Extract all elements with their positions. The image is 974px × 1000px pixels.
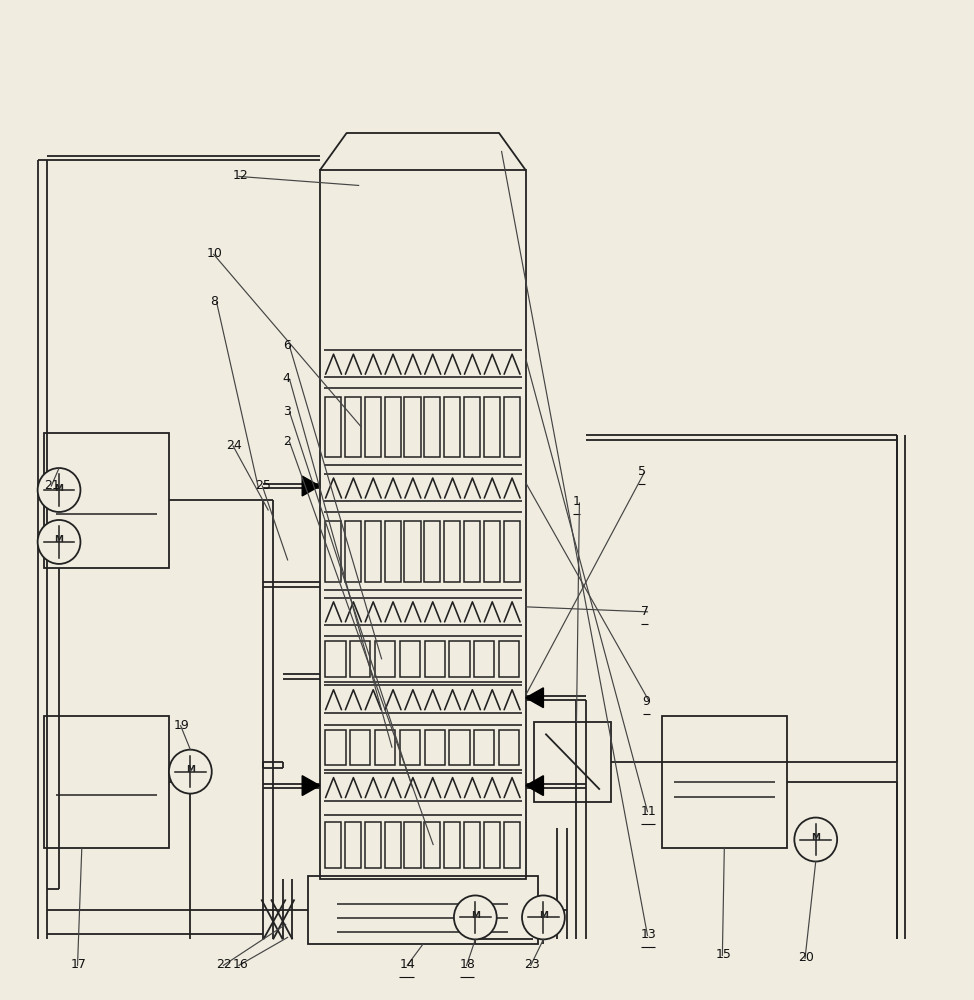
Text: 20: 20 bbox=[799, 951, 814, 964]
Bar bbox=[325, 730, 346, 765]
Circle shape bbox=[522, 895, 565, 939]
Text: 12: 12 bbox=[232, 169, 248, 182]
Bar bbox=[375, 641, 395, 677]
Bar bbox=[364, 397, 381, 457]
Bar bbox=[399, 730, 420, 765]
Text: 5: 5 bbox=[638, 465, 646, 478]
Bar bbox=[404, 397, 421, 457]
Text: 7: 7 bbox=[641, 605, 649, 618]
Bar bbox=[425, 397, 440, 457]
Bar bbox=[474, 641, 495, 677]
Bar bbox=[449, 730, 469, 765]
Bar bbox=[425, 822, 440, 868]
Bar bbox=[444, 521, 461, 582]
Text: 25: 25 bbox=[255, 479, 272, 492]
Text: M: M bbox=[55, 484, 63, 493]
Circle shape bbox=[795, 818, 837, 861]
Bar bbox=[464, 521, 480, 582]
Polygon shape bbox=[302, 476, 319, 496]
Circle shape bbox=[169, 750, 211, 794]
Bar bbox=[45, 433, 169, 568]
Bar bbox=[444, 397, 461, 457]
Bar bbox=[425, 730, 445, 765]
Polygon shape bbox=[526, 688, 543, 708]
Bar bbox=[399, 641, 420, 677]
Bar bbox=[385, 397, 400, 457]
Text: 22: 22 bbox=[216, 958, 233, 971]
Bar bbox=[474, 730, 495, 765]
Bar bbox=[385, 521, 400, 582]
Bar bbox=[484, 521, 500, 582]
Text: M: M bbox=[186, 765, 195, 774]
Bar bbox=[464, 822, 480, 868]
Text: 1: 1 bbox=[573, 495, 581, 508]
Bar bbox=[534, 722, 612, 802]
Bar bbox=[319, 170, 526, 879]
Text: 24: 24 bbox=[226, 439, 243, 452]
Text: M: M bbox=[470, 911, 480, 920]
Bar bbox=[404, 521, 421, 582]
Bar bbox=[385, 822, 400, 868]
Text: 9: 9 bbox=[643, 695, 651, 708]
Bar bbox=[308, 876, 538, 944]
Bar bbox=[504, 521, 520, 582]
Bar bbox=[364, 822, 381, 868]
Text: 18: 18 bbox=[460, 958, 475, 971]
Text: M: M bbox=[539, 911, 548, 920]
Bar bbox=[499, 730, 519, 765]
Bar bbox=[449, 641, 469, 677]
Bar bbox=[345, 397, 361, 457]
Text: 19: 19 bbox=[173, 719, 190, 732]
Bar bbox=[325, 822, 341, 868]
Circle shape bbox=[38, 468, 81, 512]
Bar bbox=[484, 822, 500, 868]
Bar bbox=[484, 397, 500, 457]
Text: 10: 10 bbox=[206, 247, 223, 260]
Text: 6: 6 bbox=[282, 339, 290, 352]
Bar bbox=[45, 716, 169, 848]
Text: 14: 14 bbox=[399, 958, 415, 971]
Text: 8: 8 bbox=[209, 295, 218, 308]
Text: M: M bbox=[811, 833, 820, 842]
Text: 2: 2 bbox=[282, 435, 290, 448]
Text: 3: 3 bbox=[282, 405, 290, 418]
Circle shape bbox=[38, 520, 81, 564]
Bar bbox=[504, 397, 520, 457]
Bar bbox=[375, 730, 395, 765]
Bar bbox=[350, 730, 370, 765]
Text: 21: 21 bbox=[45, 479, 60, 492]
Text: 13: 13 bbox=[641, 928, 656, 941]
Bar bbox=[504, 822, 520, 868]
Text: M: M bbox=[55, 535, 63, 544]
Polygon shape bbox=[526, 776, 543, 795]
Text: 4: 4 bbox=[282, 372, 290, 385]
Text: 17: 17 bbox=[71, 958, 87, 971]
Bar bbox=[325, 397, 341, 457]
Bar bbox=[662, 716, 787, 848]
Bar bbox=[404, 822, 421, 868]
Polygon shape bbox=[302, 776, 319, 795]
Bar bbox=[499, 641, 519, 677]
Text: 11: 11 bbox=[641, 805, 656, 818]
Bar bbox=[464, 397, 480, 457]
Bar bbox=[425, 521, 440, 582]
Bar bbox=[325, 641, 346, 677]
Bar bbox=[425, 641, 445, 677]
Text: 15: 15 bbox=[716, 948, 731, 961]
Bar bbox=[345, 822, 361, 868]
Text: 23: 23 bbox=[524, 958, 540, 971]
Bar bbox=[444, 822, 461, 868]
Bar bbox=[364, 521, 381, 582]
Text: 16: 16 bbox=[232, 958, 248, 971]
Bar bbox=[350, 641, 370, 677]
Bar bbox=[345, 521, 361, 582]
Bar bbox=[325, 521, 341, 582]
Circle shape bbox=[454, 895, 497, 939]
